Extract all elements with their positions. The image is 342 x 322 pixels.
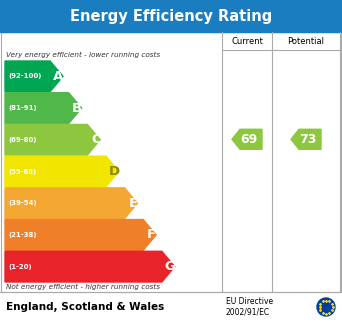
Polygon shape [232,129,262,149]
Text: (92-100): (92-100) [8,73,41,79]
Text: (1-20): (1-20) [8,264,31,270]
Bar [1,32,341,292]
Polygon shape [291,129,321,149]
Text: C: C [91,133,101,146]
Text: (69-80): (69-80) [8,137,37,143]
Circle shape [317,298,335,316]
Text: Very energy efficient - lower running costs: Very energy efficient - lower running co… [6,52,160,58]
Text: (81-91): (81-91) [8,105,37,111]
Text: D: D [109,165,120,178]
Text: Potential: Potential [288,36,325,45]
Text: (21-38): (21-38) [8,232,37,238]
Text: England, Scotland & Wales: England, Scotland & Wales [6,302,164,312]
Text: A: A [53,70,64,83]
Text: Not energy efficient - higher running costs: Not energy efficient - higher running co… [6,284,160,290]
Polygon shape [5,188,137,219]
Text: 2002/91/EC: 2002/91/EC [226,308,270,317]
Text: (55-68): (55-68) [8,168,36,175]
Text: Energy Efficiency Rating: Energy Efficiency Rating [70,8,272,24]
Text: G: G [165,260,176,273]
Bar [0,0,342,32]
Polygon shape [5,61,63,92]
Text: 69: 69 [240,133,258,146]
Text: B: B [72,101,82,115]
Polygon shape [5,124,100,155]
Text: EU Directive: EU Directive [226,298,273,307]
Text: E: E [128,197,137,210]
Text: Current: Current [231,36,263,45]
Text: F: F [147,228,156,242]
Polygon shape [5,220,156,250]
Polygon shape [5,156,119,187]
Polygon shape [5,251,175,282]
Polygon shape [5,93,82,123]
Text: 73: 73 [299,133,317,146]
Text: (39-54): (39-54) [8,200,37,206]
